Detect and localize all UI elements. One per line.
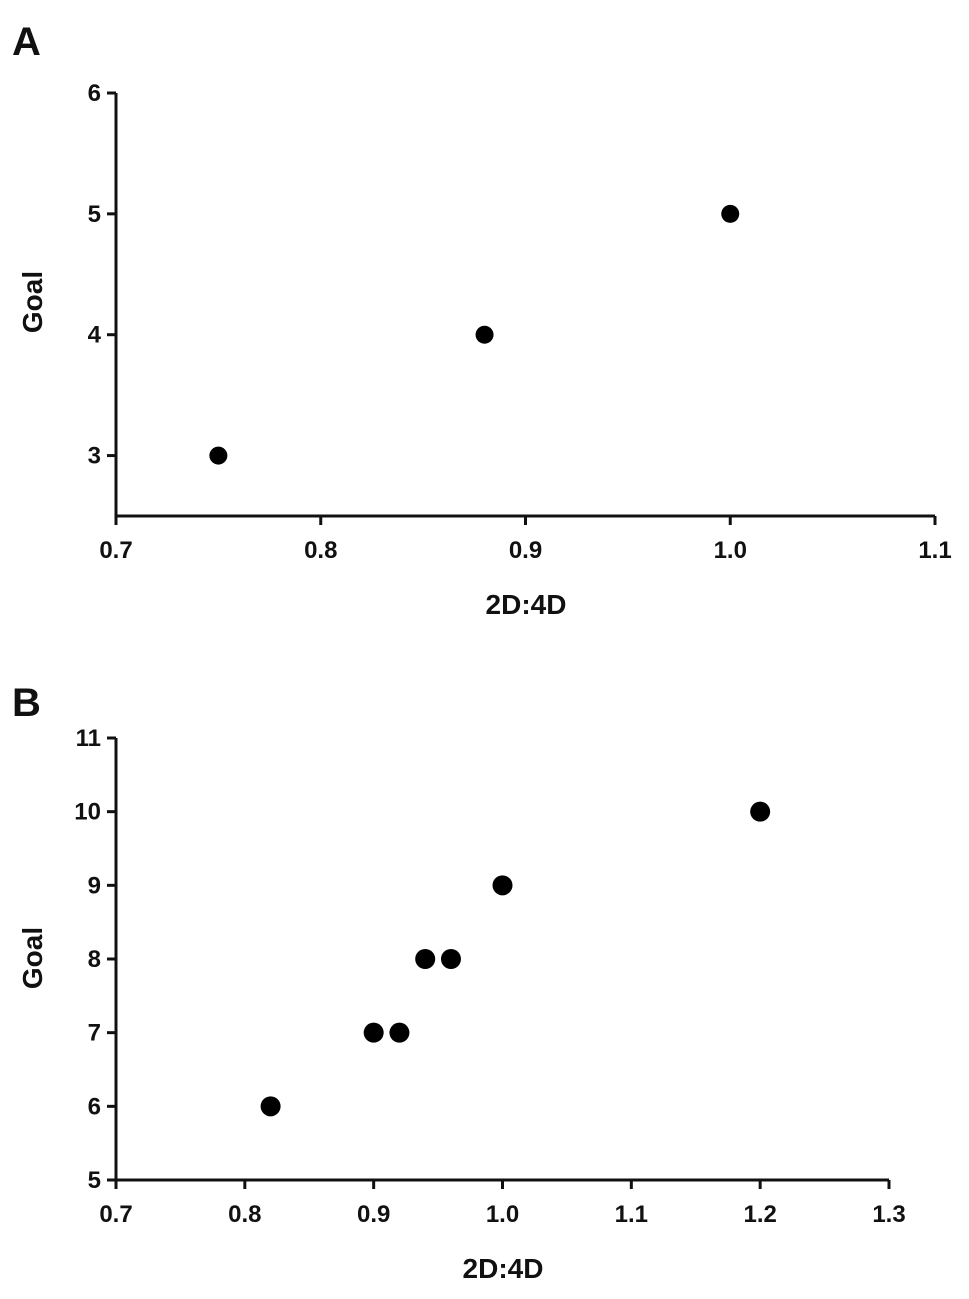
panel-b-y-tick-label: 8 bbox=[88, 946, 101, 973]
panel-a-y-tick-label: 6 bbox=[88, 80, 101, 107]
panel-a-ticks: 0.7 0.8 0.9 1.0 1.1 3 4 5 6 bbox=[88, 80, 952, 564]
panel-b-data-point bbox=[492, 875, 513, 896]
panel-b-points bbox=[260, 801, 771, 1117]
panel-b-y-tick-label: 11 bbox=[76, 725, 101, 752]
panel-a-y-axis-title: Goal bbox=[17, 271, 48, 333]
panel-b-x-tick-label: 1.0 bbox=[486, 1201, 519, 1228]
panel-b-ticks: 0.7 0.8 0.9 1.0 1.1 1.2 1.3 5 6 7 8 9 10 11 bbox=[74, 725, 905, 1228]
panel-a-data-point bbox=[475, 325, 494, 344]
panel-a-y-tick-label: 3 bbox=[88, 443, 101, 470]
panel-b-data-point bbox=[363, 1022, 384, 1043]
panel-b-x-tick-label: 0.9 bbox=[357, 1201, 390, 1228]
panel-b-x-tick-label: 1.2 bbox=[743, 1201, 776, 1228]
panel-b-y-tick-label: 9 bbox=[88, 872, 101, 899]
panel-a-x-axis-title: 2D:4D bbox=[486, 589, 567, 620]
panel-b-data-point bbox=[750, 801, 771, 822]
panel-b-y-tick-label: 10 bbox=[74, 799, 101, 826]
panel-a-x-tick-label: 1.0 bbox=[714, 537, 747, 564]
panel-b-y-tick-label: 5 bbox=[88, 1167, 101, 1194]
panel-b-y-tick-label: 7 bbox=[88, 1020, 101, 1047]
panel-b-x-axis-title: 2D:4D bbox=[463, 1253, 544, 1284]
panel-b-y-tick-label: 6 bbox=[88, 1093, 101, 1120]
panel-a-data-point bbox=[209, 446, 228, 465]
panel-a-y-tick-label: 5 bbox=[88, 201, 101, 228]
panel-a-x-tick-label: 0.9 bbox=[509, 537, 542, 564]
panel-b-x-tick-label: 1.3 bbox=[872, 1201, 905, 1228]
panel-label-b: B bbox=[12, 681, 41, 725]
panel-a: A 0.7 0.8 0.9 1.0 1.1 3 4 5 6 2D:4D Goal bbox=[12, 20, 952, 620]
panel-b-x-tick-label: 0.7 bbox=[99, 1201, 132, 1228]
panel-a-y-tick-label: 4 bbox=[88, 322, 102, 349]
panel-a-axes bbox=[114, 93, 935, 518]
panel-b-x-tick-label: 1.1 bbox=[615, 1201, 648, 1228]
panel-a-points bbox=[209, 204, 740, 465]
panel-b-data-point bbox=[440, 949, 461, 969]
panel-b-y-axis-title: Goal bbox=[17, 927, 48, 989]
panel-b: B 0.7 0.8 0.9 1.0 1.1 1.2 1.3 5 6 7 8 9 10 11 2D:4D G… bbox=[12, 681, 906, 1284]
panel-a-x-tick-label: 0.8 bbox=[304, 537, 337, 564]
panel-a-data-point bbox=[721, 204, 740, 223]
panel-b-data-point bbox=[260, 1096, 281, 1117]
panel-label-a: A bbox=[12, 20, 41, 64]
panel-a-x-tick-label: 1.1 bbox=[918, 537, 951, 564]
panel-b-data-point bbox=[389, 1022, 410, 1043]
panel-a-x-tick-label: 0.7 bbox=[99, 537, 132, 564]
panel-b-axes bbox=[114, 738, 889, 1182]
panel-b-data-point bbox=[415, 949, 436, 969]
panel-b-x-tick-label: 0.8 bbox=[228, 1201, 261, 1228]
